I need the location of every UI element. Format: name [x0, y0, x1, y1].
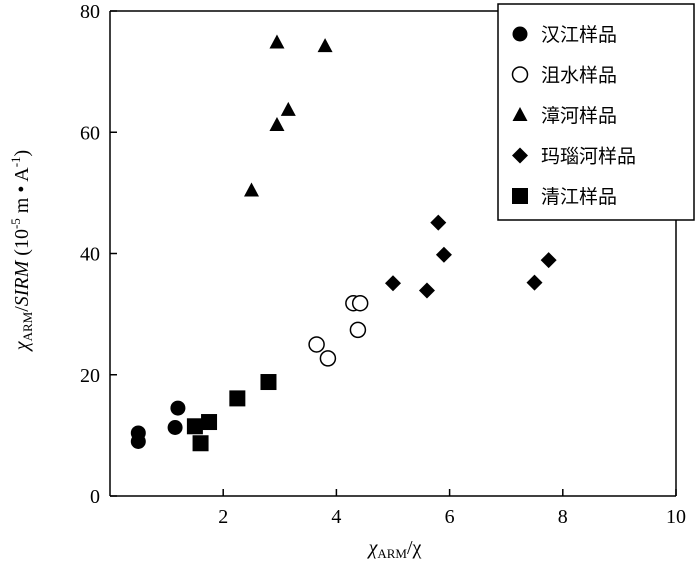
legend-marker: [512, 147, 528, 164]
y-axis-label: χARM/SIRM (10-5 m • A-1): [8, 150, 35, 352]
legend-label: 玛瑙河样品: [541, 146, 636, 168]
y-tick-label: 60: [80, 122, 100, 144]
data-point: [269, 116, 285, 131]
series-5: [186, 374, 277, 452]
legend-label: 沮水样品: [541, 65, 617, 87]
legend-entry: 漳河样品: [512, 105, 617, 127]
y-tick-label: 20: [80, 365, 100, 387]
legend-marker: [512, 26, 528, 42]
x-tick-label: 10: [666, 506, 686, 528]
data-point: [317, 38, 333, 53]
data-point: [260, 374, 277, 391]
data-point: [349, 321, 367, 339]
data-point: [201, 414, 218, 431]
y-tick-label: 80: [80, 1, 100, 23]
data-point: [280, 101, 296, 116]
series-3: [244, 34, 333, 197]
data-point: [418, 282, 435, 299]
x-tick-label: 6: [445, 506, 455, 528]
data-point: [269, 34, 285, 49]
y-tick-label: 0: [90, 486, 100, 508]
legend-label: 清江样品: [541, 186, 617, 208]
legend-marker: [512, 107, 528, 121]
legend-entry: 汉江样品: [512, 24, 617, 46]
legend-marker: [511, 66, 529, 83]
data-point: [430, 214, 447, 231]
data-point: [540, 252, 557, 269]
data-points: [130, 34, 557, 452]
x-axis-label: χARM/χ: [367, 537, 422, 561]
legend-box: [497, 3, 695, 221]
legend-marker: [512, 188, 528, 204]
data-point: [385, 275, 401, 292]
x-tick-label: 2: [218, 506, 228, 528]
data-point: [244, 182, 259, 197]
series-1: [130, 400, 186, 449]
data-point: [186, 418, 203, 435]
data-point: [308, 336, 325, 353]
legend-entry: 清江样品: [512, 186, 617, 208]
data-point: [319, 350, 337, 367]
legend-entry: 沮水样品: [511, 65, 617, 87]
data-point: [526, 274, 543, 291]
legend-entry: 玛瑙河样品: [512, 146, 636, 168]
series-2: [308, 294, 369, 367]
series-4: [385, 214, 557, 299]
data-point: [192, 435, 209, 452]
data-point: [435, 246, 452, 263]
ticks: 2 4 6 8 10 0 20 40 60 80: [80, 1, 686, 528]
legend-label: 汉江样品: [541, 24, 617, 46]
x-tick-label: 4: [331, 506, 341, 528]
data-point: [229, 390, 246, 407]
data-point: [170, 400, 186, 416]
data-point: [167, 419, 183, 435]
data-point: [130, 433, 146, 449]
data-point: [351, 294, 369, 312]
y-tick-label: 40: [80, 244, 100, 266]
legend-label: 漳河样品: [541, 105, 617, 127]
x-tick-label: 8: [558, 506, 568, 528]
